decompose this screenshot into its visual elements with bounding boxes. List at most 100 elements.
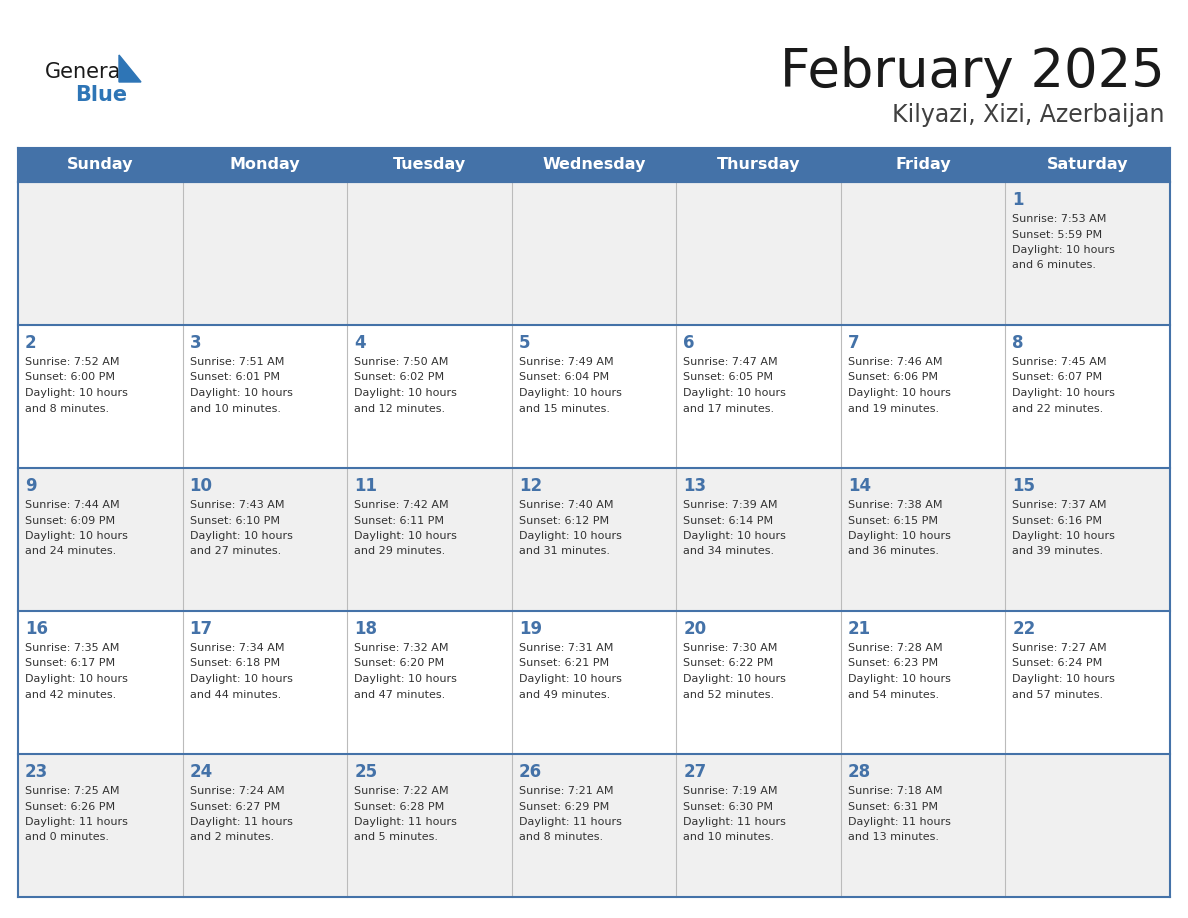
Text: 2: 2 [25,334,37,352]
Text: Daylight: 10 hours: Daylight: 10 hours [25,674,128,684]
Text: Daylight: 10 hours: Daylight: 10 hours [25,388,128,398]
Bar [676,182,841,325]
Text: and 47 minutes.: and 47 minutes. [354,689,446,700]
Text: 6: 6 [683,334,695,352]
Bar [18,468,183,611]
Text: 20: 20 [683,620,707,638]
Text: Wednesday: Wednesday [542,158,646,173]
Text: Daylight: 10 hours: Daylight: 10 hours [354,531,457,541]
Text: Sunset: 6:30 PM: Sunset: 6:30 PM [683,801,773,812]
Text: Sunset: 6:12 PM: Sunset: 6:12 PM [519,516,608,525]
Text: 19: 19 [519,620,542,638]
Text: and 10 minutes.: and 10 minutes. [190,404,280,413]
Text: Sunset: 6:28 PM: Sunset: 6:28 PM [354,801,444,812]
Text: Sunset: 6:23 PM: Sunset: 6:23 PM [848,658,939,668]
Bar [18,182,183,325]
Bar [347,325,512,468]
Text: 23: 23 [25,763,49,781]
Bar [183,182,347,325]
Text: Daylight: 10 hours: Daylight: 10 hours [25,531,128,541]
Text: 1: 1 [1012,191,1024,209]
Text: and 5 minutes.: and 5 minutes. [354,833,438,843]
Text: 4: 4 [354,334,366,352]
Text: Daylight: 10 hours: Daylight: 10 hours [683,674,786,684]
Text: and 10 minutes.: and 10 minutes. [683,833,775,843]
Text: Daylight: 10 hours: Daylight: 10 hours [190,388,292,398]
Text: Sunday: Sunday [67,158,133,173]
Text: Daylight: 10 hours: Daylight: 10 hours [848,388,950,398]
Text: and 17 minutes.: and 17 minutes. [683,404,775,413]
Text: Sunrise: 7:52 AM: Sunrise: 7:52 AM [25,357,120,367]
Text: and 12 minutes.: and 12 minutes. [354,404,446,413]
Bar [512,325,676,468]
Text: 18: 18 [354,620,377,638]
Text: 26: 26 [519,763,542,781]
Text: 16: 16 [25,620,48,638]
Text: 27: 27 [683,763,707,781]
Text: Kilyazi, Xizi, Azerbaijan: Kilyazi, Xizi, Azerbaijan [892,103,1165,127]
Text: Sunrise: 7:43 AM: Sunrise: 7:43 AM [190,500,284,510]
Text: 21: 21 [848,620,871,638]
Text: Daylight: 10 hours: Daylight: 10 hours [683,388,786,398]
Bar [183,611,347,754]
Text: February 2025: February 2025 [781,46,1165,98]
Text: Daylight: 11 hours: Daylight: 11 hours [25,817,128,827]
Text: Sunrise: 7:49 AM: Sunrise: 7:49 AM [519,357,613,367]
Text: Sunrise: 7:21 AM: Sunrise: 7:21 AM [519,786,613,796]
Text: Sunrise: 7:22 AM: Sunrise: 7:22 AM [354,786,449,796]
Text: Daylight: 10 hours: Daylight: 10 hours [848,674,950,684]
Text: Sunrise: 7:35 AM: Sunrise: 7:35 AM [25,643,119,653]
Text: Daylight: 11 hours: Daylight: 11 hours [354,817,457,827]
Bar [676,611,841,754]
Bar [512,754,676,897]
Bar [676,325,841,468]
Text: 12: 12 [519,477,542,495]
Text: Sunrise: 7:19 AM: Sunrise: 7:19 AM [683,786,778,796]
Text: Daylight: 10 hours: Daylight: 10 hours [190,674,292,684]
Text: 5: 5 [519,334,530,352]
Bar [676,754,841,897]
Text: Sunrise: 7:51 AM: Sunrise: 7:51 AM [190,357,284,367]
Text: and 44 minutes.: and 44 minutes. [190,689,280,700]
Text: General: General [45,62,127,82]
Text: Daylight: 10 hours: Daylight: 10 hours [848,531,950,541]
Text: 11: 11 [354,477,377,495]
Text: Daylight: 11 hours: Daylight: 11 hours [848,817,950,827]
Bar [841,468,1005,611]
Text: Sunrise: 7:39 AM: Sunrise: 7:39 AM [683,500,778,510]
Text: and 27 minutes.: and 27 minutes. [190,546,280,556]
Bar [676,148,841,182]
Text: Sunset: 6:27 PM: Sunset: 6:27 PM [190,801,280,812]
Text: and 52 minutes.: and 52 minutes. [683,689,775,700]
Text: Sunrise: 7:18 AM: Sunrise: 7:18 AM [848,786,942,796]
Text: Sunset: 6:22 PM: Sunset: 6:22 PM [683,658,773,668]
Text: Sunrise: 7:46 AM: Sunrise: 7:46 AM [848,357,942,367]
Text: Sunrise: 7:47 AM: Sunrise: 7:47 AM [683,357,778,367]
Text: 10: 10 [190,477,213,495]
Text: Sunrise: 7:38 AM: Sunrise: 7:38 AM [848,500,942,510]
Text: Sunset: 6:09 PM: Sunset: 6:09 PM [25,516,115,525]
Text: Sunrise: 7:30 AM: Sunrise: 7:30 AM [683,643,778,653]
Bar [1005,754,1170,897]
Text: Daylight: 10 hours: Daylight: 10 hours [683,531,786,541]
Text: Sunset: 6:29 PM: Sunset: 6:29 PM [519,801,609,812]
Text: Sunset: 6:01 PM: Sunset: 6:01 PM [190,373,279,383]
Text: and 6 minutes.: and 6 minutes. [1012,261,1097,271]
Text: Sunrise: 7:42 AM: Sunrise: 7:42 AM [354,500,449,510]
Text: Blue: Blue [75,85,127,105]
Text: and 57 minutes.: and 57 minutes. [1012,689,1104,700]
Text: Sunset: 6:14 PM: Sunset: 6:14 PM [683,516,773,525]
Text: 25: 25 [354,763,378,781]
Bar [347,754,512,897]
Text: Sunset: 6:10 PM: Sunset: 6:10 PM [190,516,279,525]
Bar [841,182,1005,325]
Text: Sunrise: 7:45 AM: Sunrise: 7:45 AM [1012,357,1107,367]
Text: Daylight: 10 hours: Daylight: 10 hours [1012,674,1116,684]
Text: Sunset: 6:24 PM: Sunset: 6:24 PM [1012,658,1102,668]
Text: Sunrise: 7:27 AM: Sunrise: 7:27 AM [1012,643,1107,653]
Text: and 34 minutes.: and 34 minutes. [683,546,775,556]
Text: 28: 28 [848,763,871,781]
Bar [347,468,512,611]
Bar [18,611,183,754]
Bar [676,468,841,611]
